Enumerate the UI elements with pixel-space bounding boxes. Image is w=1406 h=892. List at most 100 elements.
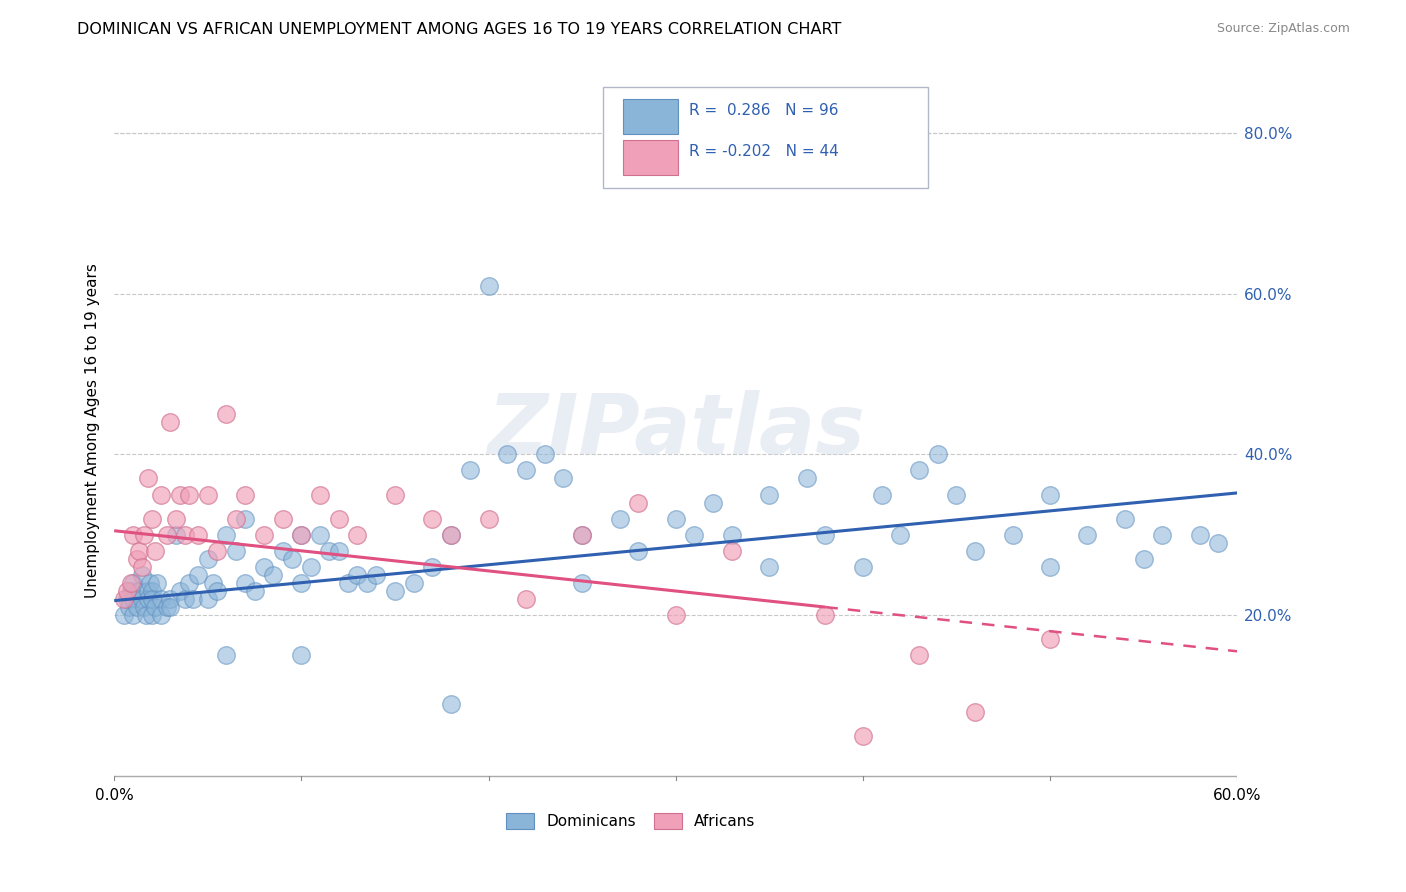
Point	[128, 544, 150, 558]
Point	[627, 544, 650, 558]
Point	[571, 527, 593, 541]
Point	[233, 511, 256, 525]
Text: 0.0%: 0.0%	[94, 788, 134, 803]
Point	[122, 527, 145, 541]
Point	[290, 648, 312, 663]
Point	[233, 576, 256, 591]
Point	[609, 511, 631, 525]
Point	[174, 592, 197, 607]
Point	[720, 527, 742, 541]
Point	[1076, 527, 1098, 541]
Point	[149, 592, 172, 607]
Point	[169, 584, 191, 599]
Point	[145, 544, 167, 558]
Point	[131, 592, 153, 607]
Point	[702, 495, 724, 509]
Text: R =  0.286   N = 96: R = 0.286 N = 96	[689, 103, 838, 118]
Point	[290, 527, 312, 541]
Text: 60.0%: 60.0%	[1213, 788, 1261, 803]
Point	[309, 487, 332, 501]
Point	[852, 729, 875, 743]
Point	[202, 576, 225, 591]
Point	[665, 608, 688, 623]
Point	[440, 527, 463, 541]
Point	[290, 576, 312, 591]
Point	[215, 407, 238, 421]
Point	[328, 511, 350, 525]
Point	[136, 584, 159, 599]
Point	[328, 544, 350, 558]
Point	[146, 576, 169, 591]
Point	[422, 511, 444, 525]
Point	[253, 560, 276, 574]
Point	[205, 584, 228, 599]
Point	[299, 560, 322, 574]
Point	[571, 527, 593, 541]
Point	[1132, 552, 1154, 566]
Point	[155, 600, 177, 615]
Point	[141, 608, 163, 623]
Point	[177, 487, 200, 501]
Point	[337, 576, 360, 591]
Point	[131, 560, 153, 574]
Point	[136, 592, 159, 607]
Point	[965, 544, 987, 558]
Point	[1114, 511, 1136, 525]
Point	[965, 705, 987, 719]
Point	[814, 527, 837, 541]
Point	[927, 447, 949, 461]
Point	[117, 592, 139, 607]
Point	[384, 584, 406, 599]
Point	[758, 487, 780, 501]
Point	[159, 592, 181, 607]
Point	[318, 544, 340, 558]
Point	[112, 592, 135, 607]
Point	[477, 278, 499, 293]
Point	[136, 471, 159, 485]
Point	[683, 527, 706, 541]
Point	[149, 608, 172, 623]
Point	[197, 592, 219, 607]
Point	[112, 608, 135, 623]
Point	[125, 552, 148, 566]
Point	[134, 600, 156, 615]
FancyBboxPatch shape	[623, 99, 678, 134]
Point	[165, 511, 187, 525]
Point	[271, 544, 294, 558]
Point	[233, 487, 256, 501]
Point	[225, 511, 247, 525]
FancyBboxPatch shape	[603, 87, 928, 188]
Point	[1039, 632, 1062, 647]
Point	[477, 511, 499, 525]
Point	[125, 600, 148, 615]
Point	[309, 527, 332, 541]
Point	[553, 471, 575, 485]
Point	[908, 648, 931, 663]
Point	[139, 576, 162, 591]
Point	[1039, 560, 1062, 574]
Point	[215, 648, 238, 663]
Point	[181, 592, 204, 607]
Point	[422, 560, 444, 574]
Point	[1188, 527, 1211, 541]
Point	[169, 487, 191, 501]
Point	[141, 584, 163, 599]
Point	[205, 544, 228, 558]
Point	[1039, 487, 1062, 501]
Point	[187, 527, 209, 541]
Point	[908, 463, 931, 477]
Point	[515, 463, 537, 477]
Point	[1001, 527, 1024, 541]
Point	[120, 584, 142, 599]
Point	[796, 471, 818, 485]
Point	[571, 576, 593, 591]
Point	[852, 560, 875, 574]
Point	[496, 447, 519, 461]
Point	[135, 608, 157, 623]
Point	[290, 527, 312, 541]
Point	[356, 576, 378, 591]
Text: R = -0.202   N = 44: R = -0.202 N = 44	[689, 145, 839, 159]
Point	[118, 600, 141, 615]
Point	[128, 584, 150, 599]
Point	[117, 584, 139, 599]
